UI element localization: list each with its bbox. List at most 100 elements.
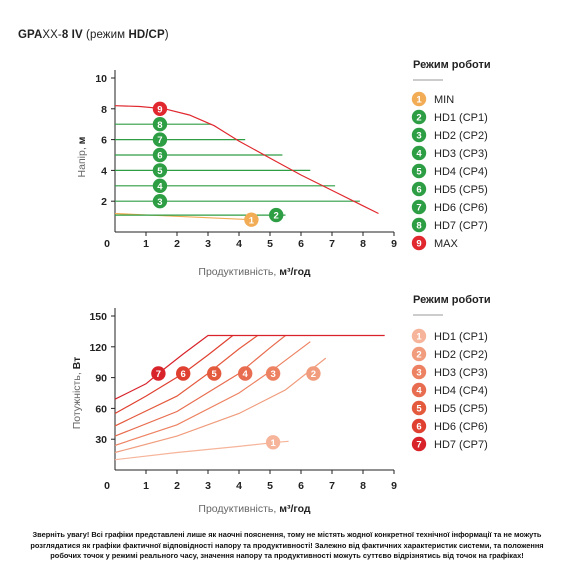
legend-marker-2 <box>411 346 427 362</box>
x-tick-label: 4 <box>236 238 242 250</box>
x-tick-label: 6 <box>298 480 304 492</box>
legend-label-5: HD4 (CP4) <box>434 166 488 178</box>
y-tick-label: 30 <box>95 434 107 446</box>
legend-title: Режим роботи <box>413 294 491 306</box>
y-axis-label-unit: м <box>76 136 88 144</box>
legend-label-2: HD1 (CP1) <box>434 112 488 124</box>
legend-marker-label: 4 <box>416 386 422 397</box>
series-marker-label: 5 <box>157 166 163 177</box>
legend-marker-3 <box>411 364 427 380</box>
legend-label-2: HD2 (CP2) <box>434 349 488 361</box>
y-tick-label: 150 <box>89 311 107 323</box>
series-marker-label: 3 <box>270 369 275 380</box>
x-tick-label: 2 <box>174 238 180 250</box>
x-tick-label: 7 <box>329 480 335 492</box>
series-line-1 <box>114 440 289 461</box>
legend-marker-1 <box>411 91 427 107</box>
series-line-1 <box>114 212 252 221</box>
y-tick-label: 4 <box>101 165 107 177</box>
legend-marker-4 <box>411 145 427 161</box>
series-marker-label: 7 <box>157 135 162 146</box>
series-marker-label: 6 <box>181 369 186 380</box>
y-axis-label-text: Напір, <box>76 144 88 177</box>
legend-marker-8 <box>411 217 427 233</box>
y-axis-label: Напір, м <box>76 136 88 177</box>
legend-marker-label: 2 <box>416 350 421 361</box>
series-line-3 <box>114 341 311 446</box>
series-marker-1 <box>244 212 259 227</box>
disclaimer-note: Зверніть увагу! Всі графіки представлені… <box>30 530 544 561</box>
x-axis-label-unit: м³/год <box>279 266 311 278</box>
x-tick-label: 8 <box>360 238 366 250</box>
legend-marker-label: 3 <box>416 368 421 379</box>
x-axis-label: Продуктивність, м³/год <box>198 503 311 515</box>
series-marker-label: 8 <box>157 120 162 131</box>
x-tick-label: 4 <box>236 480 242 492</box>
legend-label-4: HD3 (CP3) <box>434 148 488 160</box>
series-marker-label: 4 <box>243 369 249 380</box>
y-tick-label: 8 <box>101 104 107 116</box>
legend-marker-2 <box>411 109 427 125</box>
x-tick-label: 0 <box>104 238 110 250</box>
x-tick-label: 5 <box>267 238 273 250</box>
series-marker-label: 1 <box>249 215 255 226</box>
x-tick-label: 1 <box>143 480 149 492</box>
x-tick-label: 2 <box>174 480 180 492</box>
legend-marker-label: 1 <box>416 332 422 343</box>
legend-marker-label: 9 <box>416 239 421 250</box>
series-marker-7 <box>151 366 166 381</box>
legend-label-1: HD1 (CP1) <box>434 331 488 343</box>
legend-marker-label: 6 <box>416 185 421 196</box>
series-marker-1 <box>265 435 281 450</box>
x-axis-label-text: Продуктивність, <box>198 266 279 278</box>
legend-marker-3 <box>411 127 427 143</box>
series-marker-2 <box>306 366 321 381</box>
series-marker-3 <box>265 366 281 381</box>
legend-marker-label: 1 <box>416 95 422 106</box>
legend-marker-label: 5 <box>416 404 422 415</box>
x-tick-label: 7 <box>329 238 335 250</box>
series-marker-2 <box>269 207 284 223</box>
series-marker-4 <box>152 178 168 193</box>
x-tick-label: 0 <box>104 480 110 492</box>
legend-title: Режим роботи <box>413 59 491 71</box>
series-marker-label: 3 <box>157 197 162 208</box>
legend-label-3: HD3 (CP3) <box>434 367 488 379</box>
y-tick-label: 2 <box>101 196 107 208</box>
series-line-7 <box>114 334 385 400</box>
legend-marker-7 <box>411 199 427 215</box>
power-chart: 0 1 2 3 4 5 6 7 8 9 30 60 90 120 150 Продуктивність, м³… <box>71 294 491 515</box>
series-marker-8 <box>152 117 168 132</box>
series-marker-label: 6 <box>157 151 162 162</box>
legend-label-6: HD6 (CP6) <box>434 421 488 433</box>
series-marker-label: 5 <box>212 369 218 380</box>
legend-marker-7 <box>411 436 427 452</box>
legend-marker-label: 7 <box>416 203 421 214</box>
series-marker-label: 4 <box>157 181 163 192</box>
legend-label-6: HD5 (CP5) <box>434 184 488 196</box>
legend-marker-label: 7 <box>416 440 421 451</box>
legend-marker-label: 4 <box>416 149 422 160</box>
legend-marker-1 <box>411 328 427 344</box>
y-tick-label: 60 <box>95 403 107 415</box>
x-tick-label: 6 <box>298 238 304 250</box>
legend-marker-6 <box>411 181 427 197</box>
legend-label-8: HD7 (CP7) <box>434 220 488 232</box>
y-axis-label: Потужність, Вт <box>71 357 83 430</box>
legend-marker-9 <box>411 235 427 251</box>
legend-marker-5 <box>411 163 427 179</box>
y-tick-label: 90 <box>95 373 107 385</box>
legend-label-3: HD2 (CP2) <box>434 130 488 142</box>
legend-label-7: HD7 (CP7) <box>434 439 488 451</box>
series-marker-7 <box>152 132 168 147</box>
x-axis-label-unit: м³/год <box>279 503 311 515</box>
legend-label-4: HD4 (CP4) <box>434 385 488 397</box>
x-tick-label: 5 <box>267 480 273 492</box>
y-axis-label-unit: Вт <box>71 357 83 370</box>
y-axis-label-text: Потужність, <box>71 369 83 429</box>
series-marker-label: 9 <box>157 104 162 115</box>
y-tick-label: 10 <box>95 73 107 85</box>
legend-label-7: HD6 (CP6) <box>434 202 488 214</box>
legend-marker-label: 2 <box>416 113 421 124</box>
